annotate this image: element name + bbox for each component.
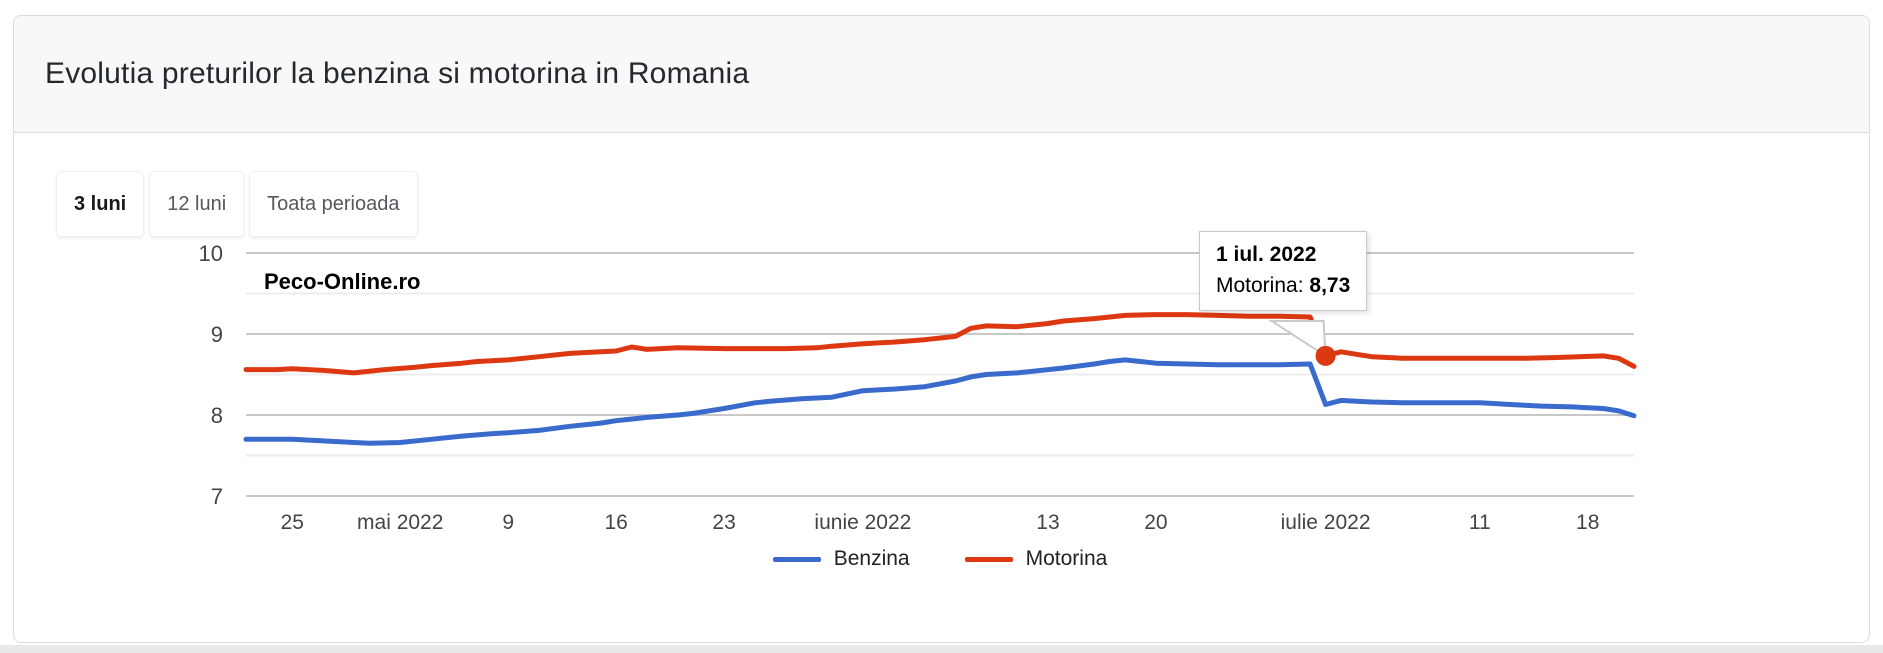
tooltip-callout-pointer (1268, 320, 1327, 358)
chart-legend: Benzina Motorina (246, 544, 1634, 574)
legend-item-motorina: Motorina (964, 547, 1108, 571)
x-axis-label: 13 (1036, 511, 1059, 534)
x-axis-label: 16 (604, 511, 627, 534)
legend-item-benzina: Benzina (772, 547, 910, 571)
x-axis-label: 9 (502, 511, 514, 534)
selected-point-dot[interactable] (1315, 345, 1336, 366)
x-axis-label: mai 2022 (357, 511, 443, 534)
tooltip-series-row: Motorina: 8,73 (1216, 274, 1350, 298)
y-axis-label: 8 (211, 403, 223, 428)
motorina-line-swatch-icon (964, 556, 1013, 562)
watermark-peco-online: Peco-Online.ro (264, 269, 420, 294)
card-header: Evolutia preturilor la benzina si motori… (14, 16, 1869, 133)
motorina-line[interactable] (243, 312, 1637, 376)
benzina-line-swatch-icon (772, 556, 821, 562)
y-axis-label: 7 (211, 484, 223, 509)
x-axis-label: iulie 2022 (1281, 511, 1371, 534)
period-tabs: 3 luni 12 luni Toata perioada (56, 171, 418, 237)
tab-toata-perioada[interactable]: Toata perioada (249, 171, 418, 237)
chart-svg[interactable]: 7 8 9 10 25 mai 2022 9 16 23 iunie 2022 13 20 iulie … (14, 16, 1869, 642)
legend-label-motorina: Motorina (1025, 547, 1108, 570)
chart-tooltip: 1 iul. 2022 Motorina: 8,73 (1199, 231, 1368, 311)
x-axis-label: 20 (1144, 511, 1167, 534)
x-axis-label: iunie 2022 (814, 511, 911, 534)
tooltip-value: 8,73 (1309, 274, 1351, 297)
tooltip-date: 1 iul. 2022 (1216, 243, 1317, 266)
benzina-line[interactable] (243, 357, 1637, 446)
x-axis-label: 18 (1576, 511, 1599, 534)
tab-3-luni[interactable]: 3 luni (56, 171, 145, 237)
page-below-strip (0, 645, 1883, 653)
legend-label-benzina: Benzina (833, 547, 910, 570)
chart-card: 7 8 9 10 25 mai 2022 9 16 23 iunie 2022 13 20 iulie … (13, 15, 1870, 643)
tab-12-luni[interactable]: 12 luni (149, 171, 245, 237)
x-axis-label: 11 (1469, 511, 1491, 534)
tooltip-series-label: Motorina: (1216, 274, 1304, 297)
y-axis-label: 10 (199, 241, 223, 266)
x-axis-label: 23 (712, 511, 735, 534)
x-axis-label: 25 (281, 511, 304, 534)
page-title: Evolutia preturilor la benzina si motori… (45, 57, 750, 90)
y-axis-label: 9 (211, 322, 223, 347)
